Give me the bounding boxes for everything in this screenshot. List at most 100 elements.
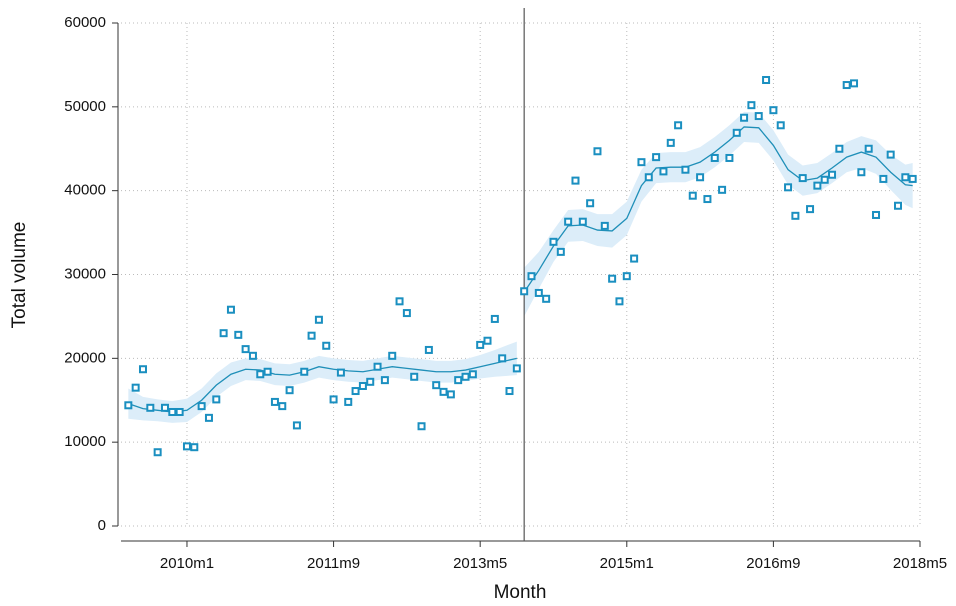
point xyxy=(857,168,866,177)
point xyxy=(432,381,441,390)
point xyxy=(754,112,763,121)
point xyxy=(314,315,323,324)
point xyxy=(300,367,309,376)
point xyxy=(197,402,206,411)
point xyxy=(248,351,257,360)
point xyxy=(571,176,580,185)
x-tick-label: 2010m1 xyxy=(160,555,214,572)
point xyxy=(593,147,602,156)
point xyxy=(388,351,397,360)
point xyxy=(850,79,859,88)
point xyxy=(204,413,213,422)
point xyxy=(168,407,177,416)
point xyxy=(608,274,617,283)
point xyxy=(549,237,558,246)
point xyxy=(402,309,411,318)
point xyxy=(373,362,382,371)
y-tick-label: 50000 xyxy=(64,98,106,115)
point xyxy=(842,81,851,90)
point xyxy=(190,443,199,452)
x-axis-title: Month xyxy=(494,582,547,603)
y-tick-label: 20000 xyxy=(64,349,106,366)
point xyxy=(417,422,426,431)
point xyxy=(461,372,470,381)
point xyxy=(864,144,873,153)
point xyxy=(234,330,243,339)
y-tick-label: 40000 xyxy=(64,182,106,199)
point xyxy=(586,199,595,208)
point xyxy=(153,448,162,457)
confidence-band xyxy=(128,341,517,423)
x-tick-label: 2015m1 xyxy=(600,555,654,572)
y-tick-label: 60000 xyxy=(64,14,106,31)
x-tick-label: 2013m5 xyxy=(453,555,507,572)
y-tick-label: 10000 xyxy=(64,433,106,450)
point xyxy=(278,402,287,411)
point xyxy=(410,372,419,381)
point xyxy=(872,210,881,219)
point xyxy=(740,113,749,122)
point xyxy=(710,153,719,162)
point xyxy=(564,217,573,226)
point xyxy=(292,421,301,430)
fit-line xyxy=(128,357,517,413)
point xyxy=(652,153,661,162)
point xyxy=(395,297,404,306)
point xyxy=(146,403,155,412)
point xyxy=(747,101,756,110)
point xyxy=(659,167,668,176)
point xyxy=(131,383,140,392)
point xyxy=(226,305,235,314)
point xyxy=(124,401,133,410)
point xyxy=(468,370,477,379)
point xyxy=(732,128,741,137)
point xyxy=(366,377,375,386)
point xyxy=(600,221,609,230)
point xyxy=(798,174,807,183)
point xyxy=(725,153,734,162)
point xyxy=(666,138,675,147)
point xyxy=(894,201,903,210)
point xyxy=(542,294,551,303)
point xyxy=(358,381,367,390)
point xyxy=(439,387,448,396)
point xyxy=(835,144,844,153)
point xyxy=(446,390,455,399)
point xyxy=(784,183,793,192)
point xyxy=(498,354,507,363)
point xyxy=(476,340,485,349)
point xyxy=(615,297,624,306)
point xyxy=(769,106,778,115)
point xyxy=(630,254,639,263)
point xyxy=(718,185,727,194)
point xyxy=(241,345,250,354)
point xyxy=(505,387,514,396)
y-tick-label: 30000 xyxy=(64,265,106,282)
point xyxy=(776,121,785,130)
y-axis-title: Total volume xyxy=(9,222,30,329)
confidence-band xyxy=(524,111,913,317)
point xyxy=(681,165,690,174)
point xyxy=(703,195,712,204)
point xyxy=(307,331,316,340)
point xyxy=(688,191,697,200)
point xyxy=(212,395,221,404)
y-tick-label: 0 xyxy=(98,517,106,534)
point xyxy=(791,211,800,220)
point xyxy=(351,387,360,396)
point xyxy=(336,368,345,377)
point xyxy=(886,150,895,159)
point xyxy=(534,288,543,297)
point xyxy=(556,247,565,256)
point xyxy=(483,336,492,345)
point xyxy=(520,287,529,296)
point xyxy=(820,175,829,184)
point xyxy=(380,376,389,385)
point xyxy=(762,76,771,85)
point xyxy=(578,217,587,226)
point xyxy=(329,395,338,404)
point xyxy=(424,345,433,354)
point xyxy=(674,121,683,130)
